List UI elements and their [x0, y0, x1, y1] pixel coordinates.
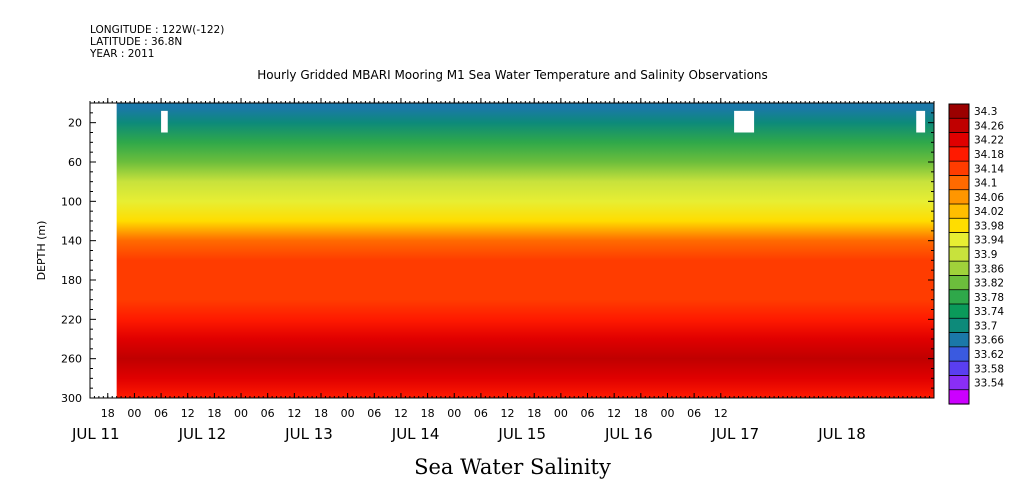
colorbar-label: 33.62 [974, 349, 1004, 361]
x-day-label: JUL 12 [178, 425, 227, 443]
x-day-label: JUL 15 [497, 425, 546, 443]
colorbar-label: 34.1 [974, 178, 997, 190]
colorbar-swatch [949, 232, 969, 248]
x-day-label: JUL 13 [284, 425, 333, 443]
colorbar-swatch [949, 146, 969, 162]
colorbar-swatch [949, 218, 969, 234]
x-tick-label: 00 [234, 407, 248, 420]
y-tick-label: 140 [61, 235, 82, 248]
colorbar-label: 33.86 [974, 263, 1004, 275]
x-tick-label: 12 [394, 407, 408, 420]
colorbar-label: 33.66 [974, 335, 1004, 347]
colorbar-label: 34.06 [974, 192, 1004, 204]
x-tick-label: 18 [421, 407, 435, 420]
y-tick-label: 220 [61, 313, 82, 326]
longitude-label: LONGITUDE : 122W(-122) [90, 24, 225, 36]
x-tick-label: 00 [554, 407, 568, 420]
x-day-label: JUL 16 [604, 425, 653, 443]
x-tick-label: 06 [687, 407, 701, 420]
x-tick-label: 06 [261, 407, 275, 420]
x-day-label: JUL 14 [391, 425, 440, 443]
x-tick-label: 18 [527, 407, 541, 420]
x-tick-label: 12 [714, 407, 728, 420]
colorbar-swatch [949, 361, 969, 377]
y-axis-label: DEPTH (m) [35, 221, 48, 281]
colorbar-swatch [949, 175, 969, 191]
colorbar-swatch [949, 346, 969, 362]
colorbar-label: 33.74 [974, 306, 1004, 318]
chart-title: Hourly Gridded MBARI Mooring M1 Sea Wate… [257, 68, 768, 82]
y-tick-label: 60 [68, 156, 82, 169]
colorbar-label: 34.22 [974, 135, 1004, 147]
colorbar-swatch [949, 189, 969, 205]
colorbar-label: 33.78 [974, 292, 1004, 304]
x-tick-label: 06 [367, 407, 381, 420]
colorbar-swatch [949, 375, 969, 391]
x-tick-label: 06 [474, 407, 488, 420]
year-label: YEAR : 2011 [90, 48, 155, 60]
colorbar-swatch [949, 275, 969, 291]
x-tick-label: 00 [447, 407, 461, 420]
data-gap [916, 110, 926, 133]
x-tick-label: 12 [501, 407, 515, 420]
colorbar-swatch [949, 289, 969, 305]
axes: 20 60 100 140 180 220 260 300 18 00 06 12 18 00 06 12 18… [35, 98, 935, 443]
x-tick-label: 12 [287, 407, 301, 420]
colorbar: 34.3 34.26 34.22 34.18 34.14 34.1 34.06 34.02 33… [948, 103, 1004, 405]
x-tick-label: 12 [607, 407, 621, 420]
colorbar-swatch [949, 389, 969, 405]
colorbar-swatch [949, 132, 969, 148]
colorbar-label: 34.02 [974, 206, 1004, 218]
data-gap [734, 110, 755, 133]
colorbar-swatch [949, 332, 969, 348]
x-tick-label: 18 [634, 407, 648, 420]
colorbar-label: 33.94 [974, 235, 1004, 247]
colorbar-swatch [949, 318, 969, 334]
y-tick-label: 260 [61, 353, 82, 366]
colorbar-label: 33.9 [974, 249, 997, 261]
colorbar-swatch [949, 104, 969, 119]
colorbar-frame [948, 103, 970, 405]
x-day-label: JUL 17 [711, 425, 760, 443]
x-day-label: JUL 18 [817, 425, 866, 443]
colorbar-swatch [949, 204, 969, 219]
colorbar-label: 33.98 [974, 220, 1004, 232]
x-tick-label: 06 [154, 407, 168, 420]
salinity-field [90, 103, 934, 398]
colorbar-swatch [949, 118, 969, 134]
colorbar-swatch [949, 246, 969, 262]
x-tick-label: 12 [181, 407, 195, 420]
metadata-block: LONGITUDE : 122W(-122) LATITUDE : 36.8N … [90, 24, 224, 60]
x-tick-label: 00 [127, 407, 141, 420]
x-tick-label: 00 [341, 407, 355, 420]
x-tick-label: 18 [314, 407, 328, 420]
colorbar-label: 33.7 [974, 320, 997, 332]
x-tick-label: 18 [101, 407, 115, 420]
x-tick-label: 00 [660, 407, 674, 420]
y-tick-label: 20 [68, 117, 82, 130]
colorbar-label: 34.18 [974, 149, 1004, 161]
data-gap [161, 110, 168, 133]
colorbar-label: 34.3 [974, 106, 997, 118]
plot-area [90, 103, 934, 398]
colorbar-label: 34.14 [974, 163, 1004, 175]
colorbar-swatch [949, 261, 969, 277]
x-tick-label: 06 [581, 407, 595, 420]
y-tick-label: 180 [61, 274, 82, 287]
colorbar-swatch [949, 304, 969, 319]
latitude-label: LATITUDE : 36.8N [90, 36, 183, 48]
colorbar-label: 33.58 [974, 363, 1004, 375]
x-tick-label: 18 [207, 407, 221, 420]
chart-caption: Sea Water Salinity [414, 455, 611, 479]
y-tick-label: 300 [61, 392, 82, 405]
colorbar-swatch [949, 161, 969, 177]
x-day-label: JUL 11 [71, 425, 120, 443]
colorbar-label: 33.54 [974, 378, 1004, 390]
y-tick-label: 100 [61, 195, 82, 208]
colorbar-label: 34.26 [974, 120, 1004, 132]
data-gap [90, 103, 117, 398]
colorbar-label: 33.82 [974, 278, 1004, 290]
